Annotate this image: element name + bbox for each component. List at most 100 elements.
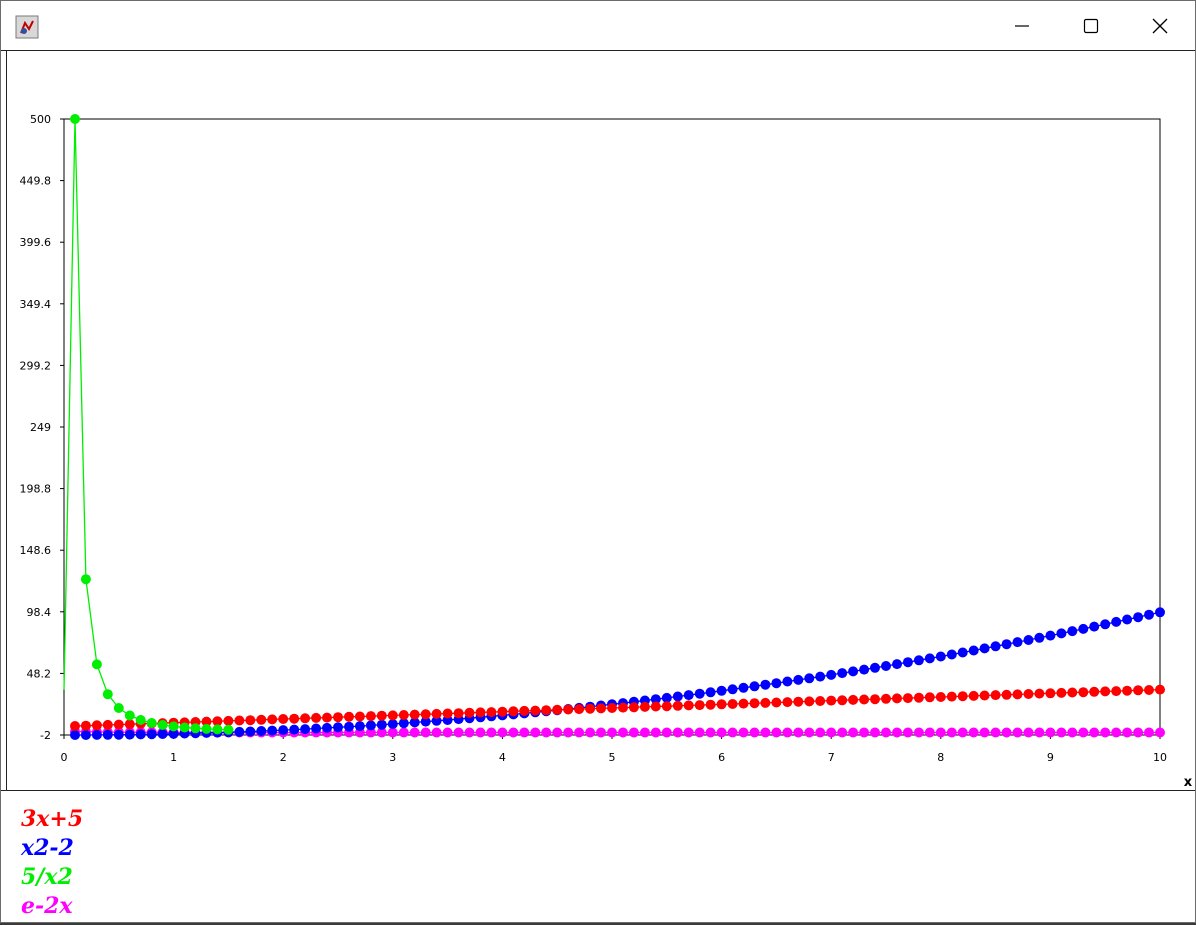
data-point xyxy=(935,727,946,738)
series-line xyxy=(75,611,1161,736)
close-button[interactable] xyxy=(1125,1,1195,50)
y-tick-label: 349.4 xyxy=(20,298,52,311)
data-point xyxy=(892,727,902,738)
data-point xyxy=(661,692,672,703)
data-point xyxy=(716,685,727,696)
data-point xyxy=(1144,727,1154,738)
data-point xyxy=(442,708,453,719)
data-point xyxy=(826,695,837,706)
data-point xyxy=(344,711,354,722)
data-point xyxy=(760,727,771,738)
data-point xyxy=(1045,688,1056,699)
data-point xyxy=(376,710,387,721)
x-tick-label: 3 xyxy=(389,751,396,764)
data-point xyxy=(552,727,563,738)
data-point xyxy=(1133,685,1144,696)
data-point xyxy=(968,727,979,738)
data-point xyxy=(848,727,859,738)
data-point xyxy=(234,726,245,737)
data-point xyxy=(826,669,837,680)
series-3x+5 xyxy=(70,684,1165,731)
data-point xyxy=(1122,727,1133,738)
data-point xyxy=(639,727,650,738)
data-point xyxy=(1067,626,1078,637)
data-point xyxy=(223,715,234,726)
data-point xyxy=(497,727,508,738)
minimize-button[interactable] xyxy=(987,1,1057,50)
data-point xyxy=(102,689,113,700)
data-point xyxy=(990,690,1001,701)
data-point xyxy=(245,726,256,737)
minimize-icon xyxy=(1015,24,1029,27)
x-tick-label: 1 xyxy=(170,751,177,764)
data-point xyxy=(727,699,738,709)
series-line xyxy=(63,118,229,731)
data-point xyxy=(804,727,815,738)
data-point xyxy=(1067,687,1078,698)
data-point xyxy=(80,730,91,740)
data-point xyxy=(859,664,870,675)
data-point xyxy=(661,727,672,738)
java-app-icon xyxy=(15,15,39,39)
title-bar[interactable] xyxy=(1,1,1195,51)
maximize-button[interactable] xyxy=(1056,1,1126,50)
data-point xyxy=(968,645,979,656)
data-point xyxy=(705,699,716,710)
data-point xyxy=(837,695,848,706)
data-point xyxy=(749,727,760,738)
data-point xyxy=(431,715,442,726)
data-point xyxy=(902,727,913,738)
data-point xyxy=(1045,727,1056,738)
data-point xyxy=(639,701,650,712)
y-tick-label: 500 xyxy=(30,113,51,126)
data-point xyxy=(1111,727,1122,738)
data-point xyxy=(365,720,376,731)
y-tick-label: 148.6 xyxy=(20,544,52,557)
data-point xyxy=(267,714,278,725)
data-point xyxy=(289,724,300,735)
data-point xyxy=(771,678,782,689)
data-point xyxy=(1034,727,1045,738)
data-point xyxy=(70,114,80,124)
data-point xyxy=(1001,639,1012,650)
data-point xyxy=(113,703,124,713)
data-point xyxy=(683,690,694,701)
data-point xyxy=(124,710,135,721)
data-point xyxy=(672,691,683,702)
data-point xyxy=(387,727,398,738)
data-point xyxy=(716,727,727,738)
data-point xyxy=(201,716,212,727)
data-point xyxy=(957,727,968,738)
data-point xyxy=(1034,632,1045,643)
data-point xyxy=(694,688,705,699)
data-point xyxy=(979,727,990,738)
data-point xyxy=(344,721,354,732)
data-point xyxy=(618,702,628,713)
x-tick-label: 6 xyxy=(718,751,725,764)
data-point xyxy=(935,651,946,662)
legend-entry: e-2x xyxy=(21,893,73,919)
data-point xyxy=(322,712,332,723)
data-point xyxy=(135,729,146,740)
data-point xyxy=(311,712,322,723)
x-tick-label: 4 xyxy=(499,751,506,764)
data-point xyxy=(300,724,311,735)
y-tick-label: 299.2 xyxy=(20,359,52,372)
data-point xyxy=(201,723,212,734)
data-point xyxy=(738,698,749,709)
data-point xyxy=(256,714,267,725)
data-point xyxy=(464,727,475,738)
data-point xyxy=(848,694,859,705)
data-point xyxy=(398,718,409,729)
data-point xyxy=(585,727,596,738)
data-point xyxy=(1100,686,1111,697)
data-point xyxy=(442,727,453,738)
data-point xyxy=(683,727,694,738)
data-point xyxy=(650,727,661,738)
function-chart: -248.298.4148.6198.8249299.2349.4399.644… xyxy=(20,113,1193,790)
data-point xyxy=(1012,689,1023,700)
data-point xyxy=(80,720,91,731)
data-point xyxy=(102,729,113,740)
data-point xyxy=(376,719,387,730)
data-point xyxy=(420,716,431,727)
